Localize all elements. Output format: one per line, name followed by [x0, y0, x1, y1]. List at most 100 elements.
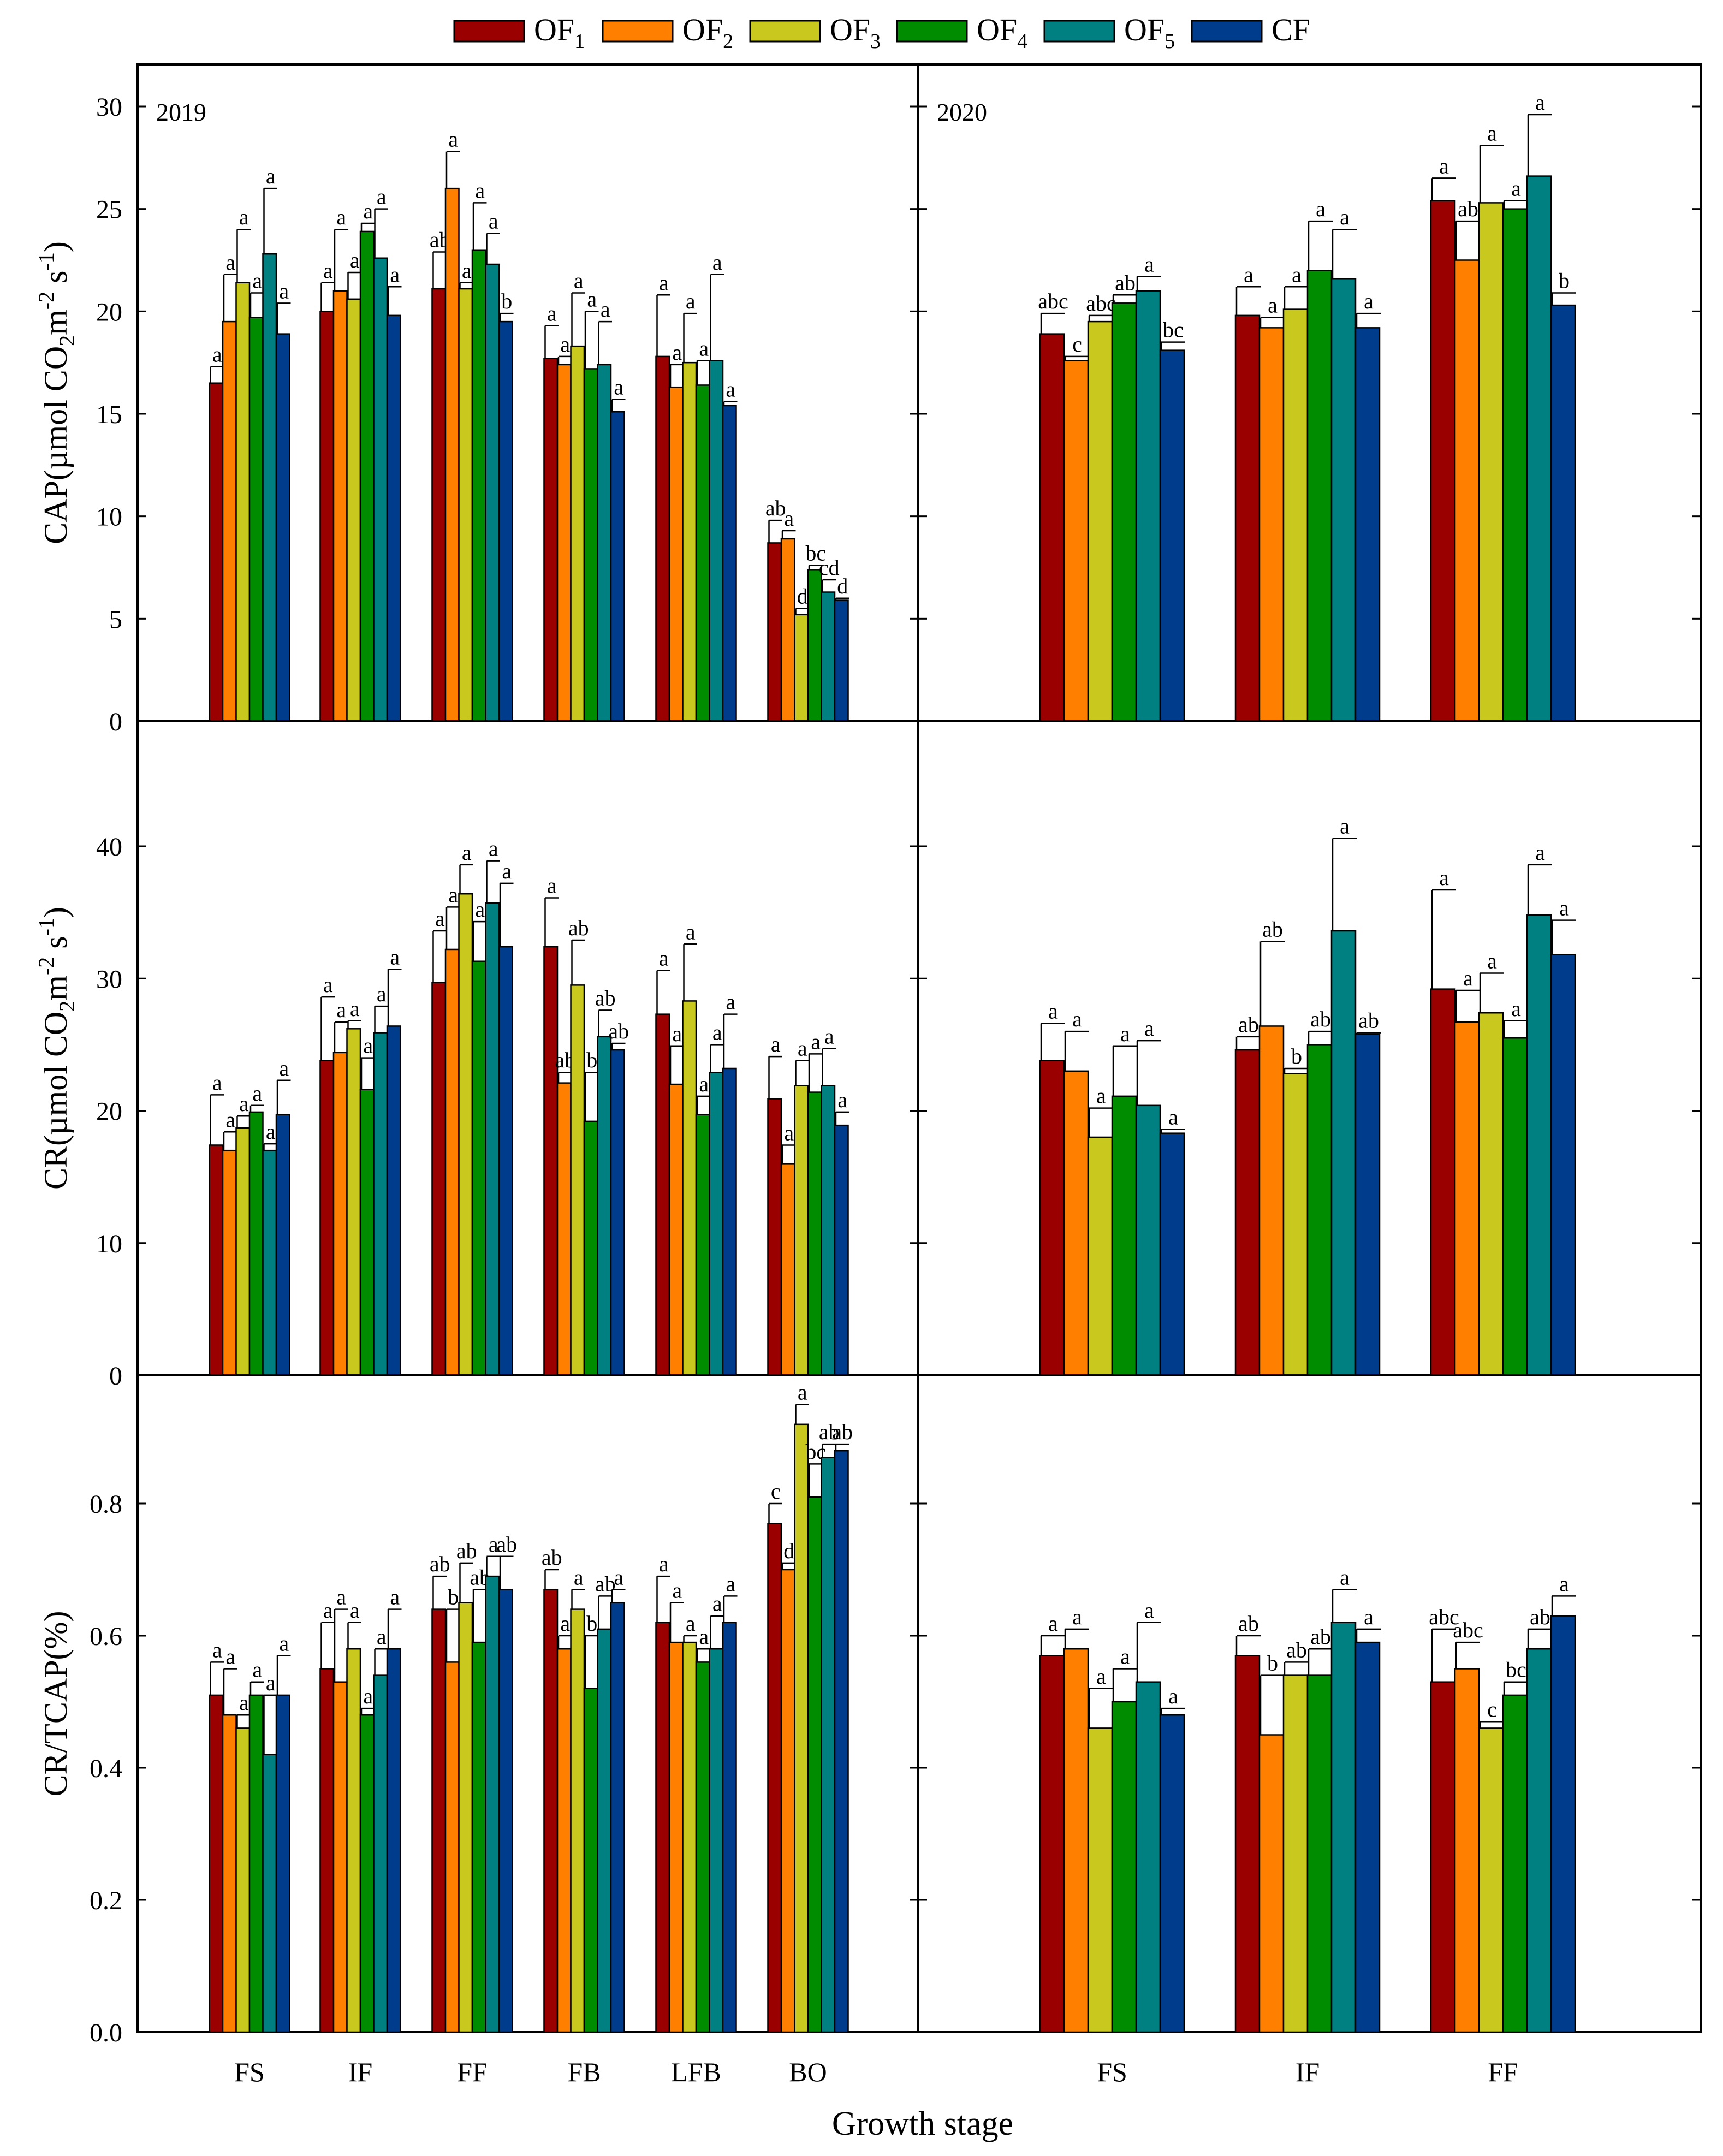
bar-of4-fs: [1111, 1701, 1137, 2033]
bar-of3-lfb: [682, 361, 697, 722]
bar-of3-ff: [1478, 202, 1504, 722]
significance-label: a: [1340, 1565, 1350, 1589]
bar-of3-ff: [1478, 1012, 1504, 1376]
bar-of4-if: [359, 230, 375, 722]
significance-label: a: [489, 1532, 498, 1557]
bar-of4-bo: [807, 569, 822, 722]
significance-label: a: [686, 919, 696, 944]
bar-of3-lfb: [682, 1000, 697, 1376]
significance-label: a: [686, 1611, 696, 1636]
x-tick-label: LFB: [671, 2057, 721, 2087]
significance-label: ab: [765, 496, 786, 520]
significance-label: b: [448, 1585, 459, 1609]
significance-label: a: [1048, 999, 1058, 1024]
significance-label: a: [266, 1671, 276, 1695]
significance-label: a: [837, 1088, 847, 1112]
bar-of2-ff: [444, 187, 460, 722]
bar-of4-ff: [1502, 1037, 1528, 1376]
bar-cf-lfb: [722, 1067, 737, 1376]
significance-label: a: [1511, 176, 1521, 201]
significance-label: a: [1364, 289, 1374, 313]
bar-cf-fs: [275, 1694, 290, 2033]
significance-label: a: [712, 1020, 722, 1044]
significance-label: ab: [1286, 1637, 1307, 1662]
significance-label: a: [1535, 840, 1545, 865]
significance-label: a: [547, 873, 557, 898]
bar-of2-fs: [1063, 1070, 1089, 1376]
significance-label: b: [586, 1048, 597, 1072]
x-tick-label: IF: [348, 2057, 372, 2087]
bar-of2-if: [332, 1052, 348, 1376]
significance-label: a: [1559, 1571, 1569, 1596]
bar-of5-ff: [485, 263, 500, 722]
bar-of3-if: [346, 298, 361, 722]
y-tick-label: 10: [96, 503, 122, 532]
significance-label: a: [1168, 1684, 1178, 1708]
legend-label-1: OF1: [534, 12, 585, 53]
bar-of1-bo: [767, 1098, 782, 1376]
significance-label: a: [699, 336, 709, 360]
significance-label: a: [212, 1637, 222, 1662]
significance-label: a: [1463, 966, 1473, 990]
significance-label: ab: [1310, 1624, 1331, 1649]
bar-of2-fb: [556, 1082, 572, 1376]
significance-label: a: [225, 250, 235, 275]
significance-label: a: [1096, 1084, 1106, 1108]
bar-of1-fs: [209, 382, 224, 722]
bar-of2-lfb: [668, 1083, 684, 1376]
y-tick-label: 20: [96, 1097, 122, 1126]
bar-cf-fs: [1159, 1714, 1185, 2033]
significance-label: a: [279, 278, 289, 303]
legend-swatch-2: [602, 20, 674, 43]
bar-cf-ff: [498, 320, 513, 722]
significance-label: a: [390, 945, 400, 969]
significance-label: ab: [608, 1019, 629, 1043]
panel-year-label: 2019: [156, 98, 206, 126]
significance-label: a: [239, 205, 249, 229]
significance-label: a: [266, 1119, 276, 1144]
significance-label: a: [614, 375, 623, 400]
y-axis-title: CR/TCAP(%): [38, 1611, 74, 1796]
significance-label: a: [1144, 1598, 1154, 1623]
significance-label: c: [771, 1479, 781, 1504]
significance-label: a: [475, 178, 485, 203]
significance-label: bc: [805, 541, 826, 566]
bar-cf-fb: [610, 1602, 625, 2033]
significance-label: a: [587, 287, 597, 311]
bar-of3-ff: [458, 288, 473, 722]
significance-label: a: [726, 1571, 735, 1596]
significance-label: a: [1364, 1605, 1374, 1629]
significance-label: ab: [1115, 270, 1136, 295]
panel-year-label: 2020: [937, 98, 987, 126]
bar-of4-if: [359, 1714, 375, 2033]
bar-of1-fs: [1039, 1655, 1065, 2033]
significance-label: a: [1120, 1021, 1130, 1046]
bar-of5-if: [373, 257, 388, 722]
bar-of5-fb: [597, 1036, 612, 1376]
bar-of5-fs: [1135, 1681, 1161, 2033]
bar-of1-fb: [543, 1589, 559, 2033]
significance-label: a: [489, 836, 498, 861]
bar-of2-lfb: [668, 386, 684, 722]
bar-of2-ff: [1454, 259, 1480, 722]
significance-label: a: [363, 1684, 373, 1708]
significance-label: a: [798, 1380, 807, 1405]
significance-label: a: [1340, 205, 1350, 229]
bar-of2-fb: [556, 364, 572, 722]
bar-of5-lfb: [709, 1071, 724, 1376]
significance-label: a: [1535, 90, 1545, 115]
significance-label: a: [212, 342, 222, 367]
significance-label: a: [659, 1552, 669, 1576]
bar-of3-fs: [1087, 1136, 1113, 1376]
y-axis-title: CAP(µmol CO2m-2 s-1): [34, 241, 79, 544]
significance-label: a: [239, 1091, 249, 1116]
significance-label: a: [1340, 813, 1350, 838]
bar-of4-fb: [583, 1688, 598, 2033]
significance-label: ab: [568, 916, 589, 940]
bar-of3-bo: [794, 614, 809, 722]
bar-of3-fb: [570, 1608, 585, 2033]
significance-label: a: [574, 1565, 584, 1589]
significance-label: a: [726, 990, 735, 1014]
